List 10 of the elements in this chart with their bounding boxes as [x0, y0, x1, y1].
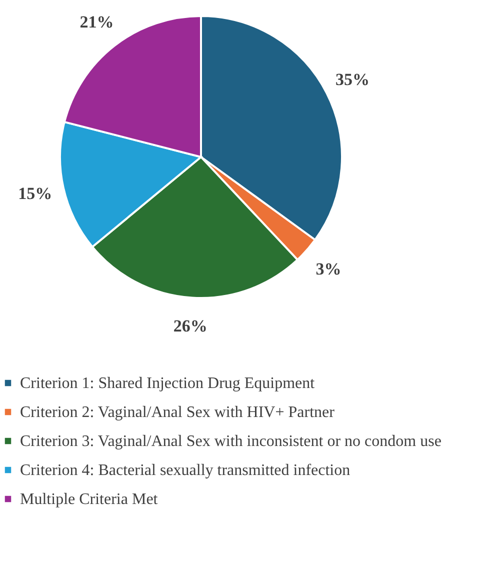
- legend-label: Criterion 4: Bacterial sexually transmitted infection: [20, 462, 350, 479]
- legend-label: Multiple Criteria Met: [20, 491, 158, 508]
- data-label: 26%: [173, 316, 208, 336]
- data-label: 15%: [18, 184, 52, 204]
- data-label: 21%: [80, 12, 114, 32]
- data-label: 35%: [335, 70, 370, 89]
- data-label: 3%: [316, 259, 342, 278]
- legend-label: Criterion 2: Vaginal/Anal Sex with HIV+ Partner: [20, 404, 336, 421]
- legend-label: Criterion 3: Vaginal/Anal Sex with inconsistent or no condom use: [20, 433, 442, 450]
- legend-label: Criterion 1: Shared Injection Drug Equipment: [20, 375, 316, 392]
